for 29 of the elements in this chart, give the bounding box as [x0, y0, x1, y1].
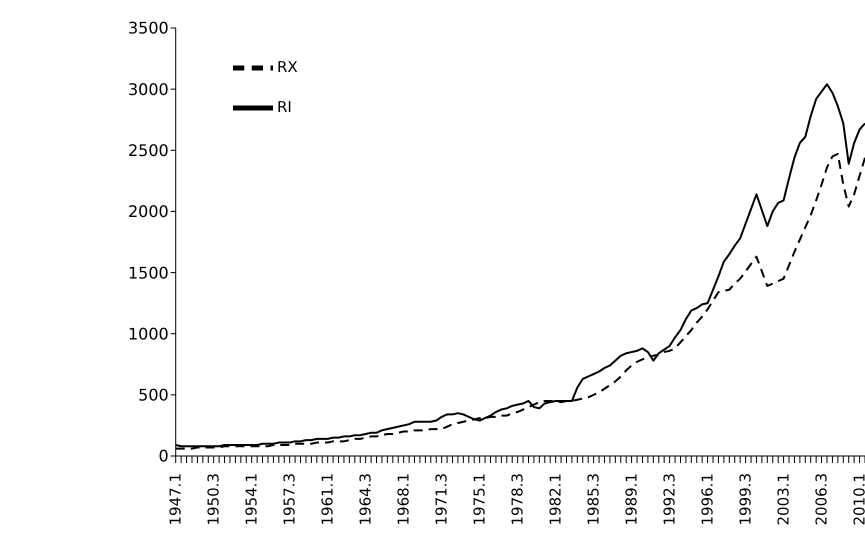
x-tick-label: 1992.3 [660, 473, 679, 526]
y-tick-label: 1000 [128, 324, 169, 344]
y-tick-label: 0 [158, 446, 169, 466]
x-tick-label: 1999.3 [736, 473, 755, 526]
x-tick-label: 1964.3 [356, 473, 375, 526]
x-tick-label: 1989.1 [622, 473, 641, 526]
x-tick-label: 1954.1 [242, 473, 261, 526]
y-tick-label: 1500 [128, 263, 169, 282]
x-tick-label: 1985.3 [584, 473, 603, 526]
y-tick-label: 3000 [128, 80, 169, 99]
x-tick-label: 1996.1 [698, 473, 717, 526]
y-tick-label: 500 [138, 386, 169, 405]
x-tick-label: 1968.1 [394, 473, 413, 526]
x-tick-label: 2010.1 [850, 473, 865, 526]
legend-label: RX [277, 58, 298, 76]
x-tick-label: 1961.1 [318, 473, 337, 526]
y-tick-label: 2500 [128, 140, 169, 160]
x-tick-label: 1971.3 [432, 473, 451, 526]
x-tick-label: 1975.1 [470, 473, 489, 526]
y-tick-label: 3500 [128, 18, 169, 38]
x-tick-label: 2003.1 [774, 473, 793, 526]
x-tick-label: 1978.3 [508, 473, 527, 526]
x-tick-label: 1950.3 [204, 473, 223, 526]
x-tick-label: 1957.3 [280, 473, 299, 526]
x-tick-label: 1982.1 [546, 473, 565, 526]
y-tick-label: 2000 [128, 202, 169, 222]
x-tick-label: 2006.3 [812, 473, 831, 526]
x-tick-label: 1947.1 [166, 473, 185, 526]
legend-label: RI [277, 98, 292, 116]
